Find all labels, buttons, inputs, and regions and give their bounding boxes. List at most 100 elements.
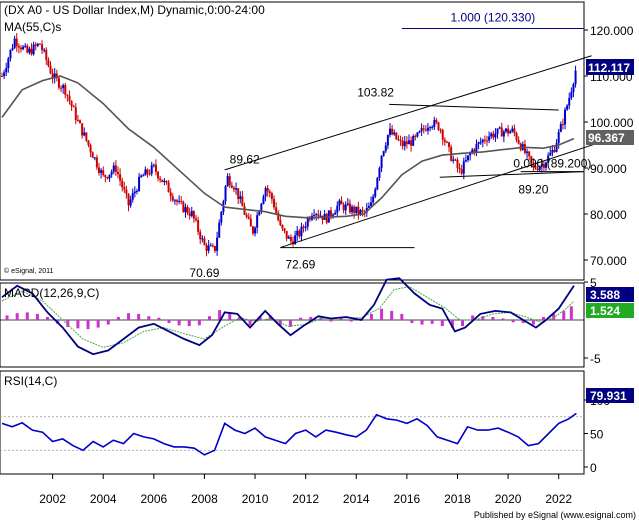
price-panel-frame xyxy=(0,1,585,281)
price-candle-body xyxy=(386,134,389,146)
macd-y-tick-label: 5 xyxy=(590,276,597,290)
macd-histogram-bar xyxy=(430,320,434,324)
macd-histogram-bar xyxy=(248,320,252,326)
macd-histogram-bar xyxy=(258,316,262,320)
price-candle-body xyxy=(19,47,22,50)
price-candle-body xyxy=(279,220,282,225)
price-candle-body xyxy=(108,174,111,179)
price-candle-body xyxy=(28,48,31,53)
price-candle-body xyxy=(53,73,56,79)
price-candle-body xyxy=(114,165,117,172)
price-candle-body xyxy=(317,214,320,216)
price-candle-body xyxy=(498,127,501,129)
price-candle-body xyxy=(184,207,187,213)
price-candle-body xyxy=(146,169,149,174)
price-candle-body xyxy=(93,157,96,159)
price-candle-body xyxy=(268,191,271,194)
macd-histogram-bar xyxy=(197,320,201,326)
macd-histogram-bar xyxy=(268,315,272,320)
price-candle-body xyxy=(397,139,400,141)
signal-value: 1.524 xyxy=(590,304,620,318)
rsi-panel-frame xyxy=(0,370,585,475)
price-candle-body xyxy=(110,171,113,175)
price-candle-body xyxy=(395,132,398,140)
price-candle-body xyxy=(555,143,558,152)
price-candle-body xyxy=(574,70,577,85)
price-candle-body xyxy=(199,231,202,240)
price-candle-body xyxy=(22,46,25,50)
price-candle-body xyxy=(504,128,507,132)
price-candle-body xyxy=(180,200,183,202)
price-candle-body xyxy=(125,189,128,194)
price-candle-body xyxy=(424,129,427,131)
price-candle-body xyxy=(192,211,195,219)
macd-histogram-bar xyxy=(157,317,161,320)
price-candle-body xyxy=(83,132,86,136)
price-annotation-label: 72.69 xyxy=(285,258,315,272)
price-candle-body xyxy=(306,218,309,227)
price-candle-body xyxy=(448,142,451,148)
macd-title: MACD(12,26,9,C) xyxy=(4,286,99,300)
rsi-value-badge: 79.931 xyxy=(586,388,634,403)
x-axis-tick-label: 2008 xyxy=(191,492,218,506)
price-candle-body xyxy=(376,177,379,190)
price-candle-body xyxy=(148,173,151,175)
macd-histogram-bar xyxy=(137,313,141,320)
price-candle-body xyxy=(488,136,491,141)
price-candle-body xyxy=(300,226,303,237)
price-candle-body xyxy=(161,179,164,182)
price-candle-body xyxy=(471,149,474,154)
price-candle-body xyxy=(239,196,242,199)
price-candle-body xyxy=(258,212,261,216)
price-candle-body xyxy=(502,131,505,137)
price-candle-body xyxy=(458,167,461,170)
price-candle-body xyxy=(256,215,259,228)
macd-histogram-bar xyxy=(46,316,50,320)
price-candle-body xyxy=(43,49,46,51)
price-candle-body xyxy=(32,44,35,55)
base-line-89-line xyxy=(439,171,585,178)
price-candle-body xyxy=(38,43,41,45)
price-candle-body xyxy=(188,213,191,216)
price-y-tick-label: 90.000 xyxy=(590,162,627,176)
price-candle-body xyxy=(131,193,134,200)
price-annotation-label: 70.69 xyxy=(189,266,219,280)
price-candle-body xyxy=(410,140,413,146)
price-candle-body xyxy=(159,178,162,180)
macd-signal-line xyxy=(1,286,575,348)
price-candle-body xyxy=(568,97,571,106)
macd-histogram-bar xyxy=(167,320,171,324)
price-candle-body xyxy=(509,131,512,134)
price-annotations: 1.000 (120.330) 103.82 89.62 0.000 (89.200)… xyxy=(189,10,591,279)
price-candle-body xyxy=(380,155,383,169)
price-candle-body xyxy=(372,196,375,203)
price-candle-body xyxy=(281,224,284,229)
macd-histogram-bar xyxy=(471,315,475,320)
price-candle-body xyxy=(431,126,434,128)
copyright-text: © eSignal, 2011 xyxy=(4,267,54,275)
price-candle-body xyxy=(152,164,155,166)
price-candle-body xyxy=(102,170,105,176)
trend-lines xyxy=(224,27,600,249)
signal-value-badge: 1.524 xyxy=(586,303,634,318)
macd-histogram-bar xyxy=(238,316,242,320)
price-candle-body xyxy=(289,237,292,242)
price-candle-body xyxy=(275,207,278,213)
price-candle-body xyxy=(197,220,200,232)
ma55-line xyxy=(1,75,575,219)
price-candle-body xyxy=(79,120,82,124)
price-candle-body xyxy=(342,204,345,211)
price-candle-body xyxy=(64,85,67,95)
price-candle-body xyxy=(232,187,235,190)
price-candle-body xyxy=(55,73,58,79)
price-candle-body xyxy=(454,159,457,161)
price-candle-body xyxy=(344,204,347,211)
price-candle-body xyxy=(477,142,480,145)
macd-histogram-bar xyxy=(531,320,535,325)
price-candle-body xyxy=(203,238,206,246)
macd-histogram-bar xyxy=(552,313,556,320)
price-candle-body xyxy=(329,210,332,216)
price-candle-body xyxy=(157,171,160,179)
price-candle-body xyxy=(365,207,368,213)
price-candle-body xyxy=(285,230,288,239)
